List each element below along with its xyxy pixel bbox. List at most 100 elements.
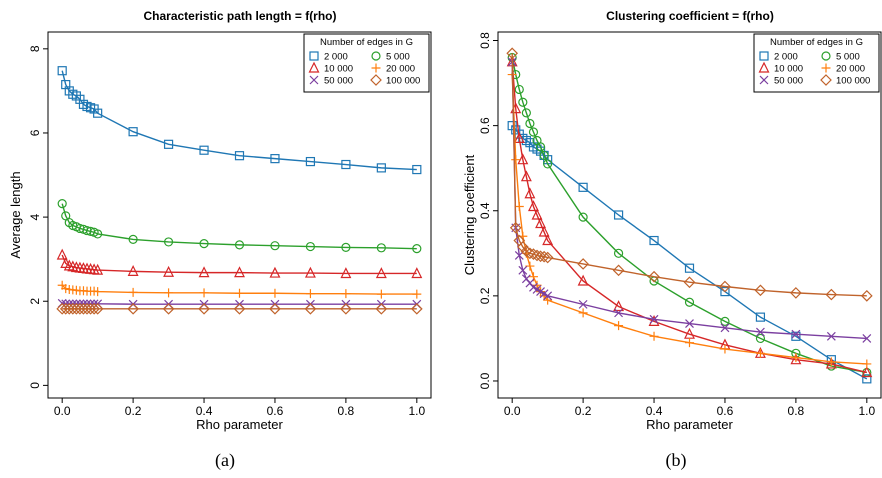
data-point (524, 247, 536, 260)
series-20000 (57, 280, 422, 299)
data-point (578, 299, 588, 309)
legend-marker (309, 51, 319, 61)
data-point (514, 251, 524, 260)
data-point (720, 287, 730, 297)
legend-entry-label: 5 000 (386, 52, 410, 63)
data-point (531, 208, 543, 220)
data-point (270, 288, 280, 298)
data-point (527, 248, 540, 261)
plot-frame (47, 31, 432, 399)
data-point (825, 357, 837, 369)
legend-marker (821, 51, 831, 61)
data-point (719, 280, 731, 293)
data-point (826, 331, 836, 341)
data-point (376, 243, 386, 253)
y-tick-label: 6 (28, 129, 42, 136)
data-point (649, 331, 659, 341)
data-point (577, 274, 589, 286)
data-point (412, 244, 422, 254)
data-point (163, 139, 174, 149)
x-tick-label: 0.0 (504, 404, 521, 418)
series-line (511, 57, 867, 374)
legend-entry-label: 20 000 (836, 64, 865, 75)
x-tick-label: 0.2 (125, 404, 142, 418)
x-tick-label: 0.2 (575, 404, 592, 418)
data-point (91, 302, 104, 315)
data-point (684, 297, 695, 307)
data-point (412, 289, 422, 299)
data-point (199, 239, 209, 249)
data-point (684, 327, 695, 339)
data-point (862, 359, 872, 369)
series-line (511, 61, 867, 340)
data-point (685, 338, 694, 348)
data-point (163, 237, 174, 247)
x-tick-label: 0.0 (54, 404, 71, 418)
data-point (531, 249, 543, 262)
data-point (613, 248, 624, 258)
series-2000 (507, 121, 872, 384)
data-point (305, 156, 316, 167)
series-line (511, 61, 867, 374)
legend-marker (759, 75, 769, 85)
series-50000 (507, 57, 872, 343)
x-tick-label: 0.6 (717, 404, 734, 418)
data-point (538, 250, 550, 263)
data-point (198, 302, 210, 315)
data-point (521, 108, 531, 118)
legend-marker (308, 61, 320, 73)
series-10000 (506, 55, 873, 378)
y-tick-label: 0.2 (478, 287, 492, 304)
data-point (269, 302, 281, 315)
legend-title: Number of edges in G (770, 37, 863, 48)
data-point (683, 276, 696, 289)
data-point (534, 250, 547, 263)
data-point (528, 127, 539, 137)
legend-entry-label: 100 000 (836, 76, 870, 87)
legend-marker (758, 61, 770, 73)
data-point (524, 187, 536, 199)
series-100000 (506, 47, 873, 302)
legend-entry-label: 5 000 (836, 52, 860, 63)
data-point (649, 314, 659, 324)
y-axis-label: Average length (8, 171, 23, 258)
data-point (542, 234, 554, 246)
data-point (685, 319, 694, 328)
data-point (525, 261, 535, 271)
data-point (538, 225, 550, 237)
x-tick-label: 1.0 (858, 404, 875, 418)
data-point (755, 333, 766, 344)
data-point (340, 267, 352, 279)
data-point (128, 127, 138, 137)
x-tick-label: 0.8 (788, 404, 805, 418)
data-point (375, 267, 387, 279)
data-point (57, 199, 67, 209)
data-point (341, 159, 351, 170)
data-point (791, 331, 801, 341)
data-point (513, 132, 525, 143)
x-axis-label: Rho parameter (196, 417, 283, 432)
data-point (93, 108, 103, 118)
legend-title: Number of edges in G (320, 37, 413, 48)
legend-entry-label: 2 000 (774, 52, 798, 63)
data-point (578, 308, 588, 318)
x-tick-label: 0.4 (646, 404, 663, 418)
chart-title: Characteristic path length = f(rho) (143, 9, 336, 23)
data-point (525, 118, 535, 129)
data-point (790, 353, 802, 365)
data-point (128, 234, 138, 244)
data-point (535, 142, 546, 152)
data-point (304, 266, 316, 278)
y-tick-label: 2 (28, 298, 42, 305)
data-point (234, 240, 245, 250)
data-point (613, 300, 625, 312)
legend-marker (370, 74, 382, 86)
data-point (520, 170, 532, 182)
data-point (755, 312, 766, 322)
data-point (756, 327, 765, 337)
data-point (517, 153, 529, 165)
data-point (82, 225, 92, 236)
legend: Number of edges in G 2 000 5 000 10 000 20 0… (753, 33, 880, 93)
y-tick-label: 0.4 (478, 202, 492, 219)
